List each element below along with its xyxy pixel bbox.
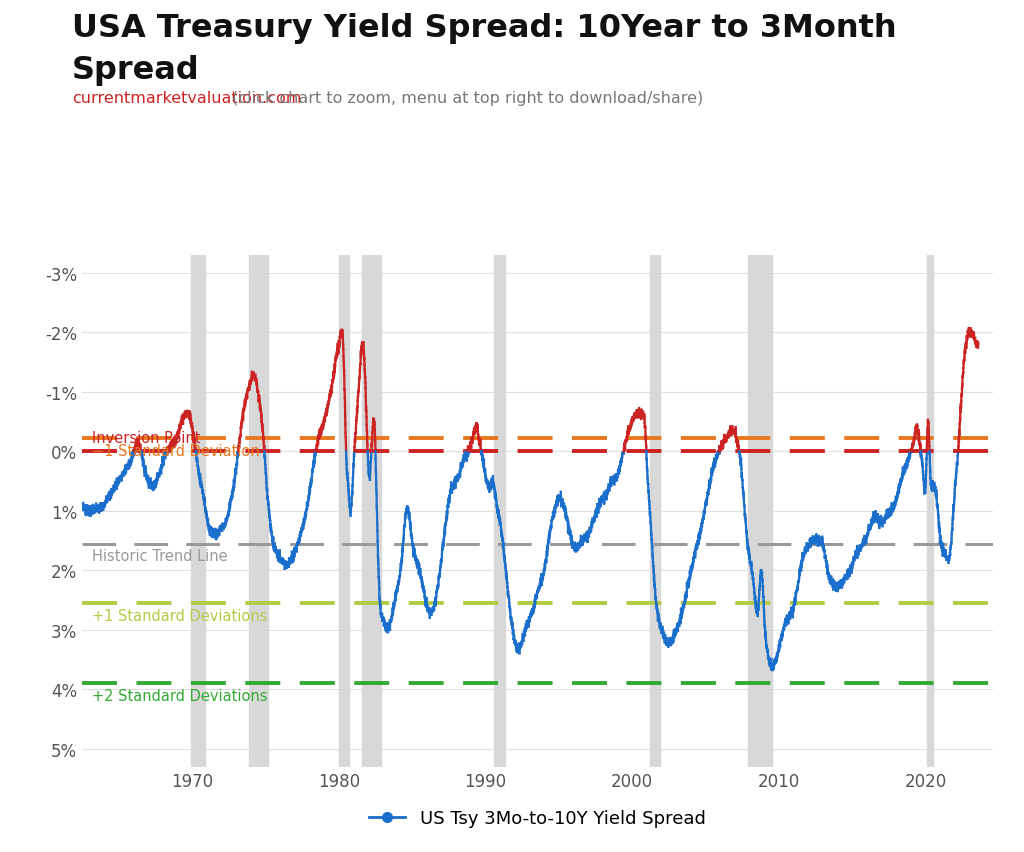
Text: Spread: Spread	[72, 55, 200, 86]
Bar	[928, 256, 933, 767]
Text: −1 Standard Deviation: −1 Standard Deviation	[92, 443, 260, 458]
Text: Historic Trend Line: Historic Trend Line	[92, 549, 227, 564]
Legend: US Tsy 3Mo-to-10Y Yield Spread: US Tsy 3Mo-to-10Y Yield Spread	[362, 802, 713, 834]
Bar	[339, 256, 349, 767]
Bar	[650, 256, 660, 767]
Text: +1 Standard Deviations: +1 Standard Deviations	[92, 608, 267, 623]
Text: (click chart to zoom, menu at top right to download/share): (click chart to zoom, menu at top right …	[227, 91, 703, 106]
Bar	[495, 256, 505, 767]
Text: USA Treasury Yield Spread: 10Year to 3Month: USA Treasury Yield Spread: 10Year to 3Mo…	[72, 13, 896, 43]
Text: Inversion Point: Inversion Point	[92, 431, 201, 446]
Bar	[190, 256, 205, 767]
Bar	[749, 256, 772, 767]
Bar	[249, 256, 268, 767]
Text: +2 Standard Deviations: +2 Standard Deviations	[92, 688, 267, 703]
Text: currentmarketvaluation.com: currentmarketvaluation.com	[72, 91, 301, 106]
Bar	[362, 256, 381, 767]
